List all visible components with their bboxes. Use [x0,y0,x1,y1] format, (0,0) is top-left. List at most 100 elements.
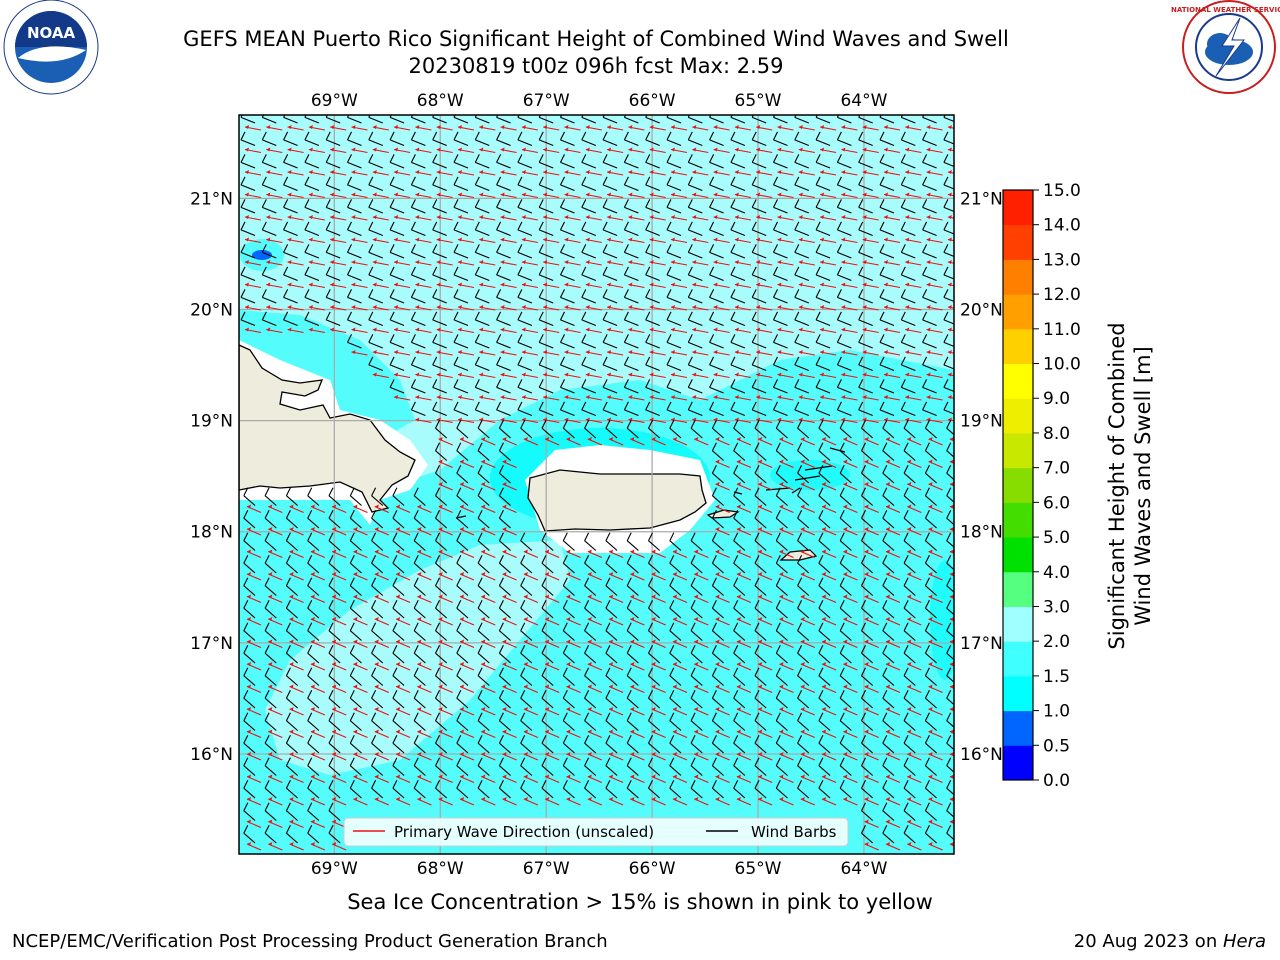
wind-barb-shaft [775,427,788,439]
wave-arrow-head [779,482,784,486]
wind-barb-shaft [797,607,810,619]
wind-barb-feather [730,244,736,253]
vector-pair [839,734,858,761]
vector-pair [839,644,858,671]
vector-pair [861,734,879,761]
wind-barb-feather [477,757,483,766]
wind-barb-shaft [262,139,277,147]
wind-barb-feather [349,779,355,789]
vector-pair [432,131,453,154]
vector-pair [605,599,624,626]
wind-barb-feather [389,199,395,208]
wind-barb-shaft [371,607,384,619]
wind-barb-feather [794,115,797,118]
wave-arrow-head [415,215,420,219]
wave-arrow-head [884,170,888,174]
wave-arrow-head [353,639,358,644]
wave-arrow-head [864,549,869,554]
wave-arrow-head [628,215,633,219]
wind-barb-shaft [648,697,661,709]
vector-pair [520,667,539,694]
vector-pair [307,644,326,671]
wind-barb-shaft [243,742,256,754]
wind-barb-shaft [371,787,384,799]
wind-barb-feather [240,199,246,208]
wind-barb-shaft [413,495,426,506]
wind-barb-shaft [922,206,937,214]
wind-barb-shaft [775,697,788,709]
wind-barb-feather [474,199,480,208]
vector-pair [754,644,773,671]
wave-arrow-head [649,327,654,332]
wind-barb-shaft [562,630,575,641]
vector-pair [435,757,453,784]
wind-barb-shaft [925,765,937,776]
wind-barb-feather [709,154,715,163]
wind-barb-shaft [858,161,873,169]
wind-barb-feather [839,689,845,699]
vector-pair [924,824,943,851]
vector-pair [839,464,858,491]
wind-barb-feather [498,757,504,766]
wind-barb-feather [645,266,651,276]
wave-arrow-head [245,237,249,242]
wind-barb-feather [815,131,821,141]
wind-barb-shaft [858,409,873,417]
wind-barb-feather [858,356,864,366]
wind-barb-shaft [901,409,916,417]
vector-pair [924,599,943,626]
wind-barb-feather [733,599,739,609]
wind-barb-shaft [411,341,426,349]
wind-barb-feather [815,244,821,253]
wave-arrow-head [310,572,315,576]
wind-barb-feather [733,622,739,631]
wind-barb-feather [435,554,440,564]
wind-barb-shaft [754,742,767,754]
wave-arrow-head [928,527,933,531]
wave-arrow-head [351,170,356,174]
vector-pair [733,577,752,604]
wave-arrow-head [777,350,782,354]
vector-pair [751,199,773,221]
wind-barb-shaft [581,319,597,327]
wind-barb-shaft [517,341,533,349]
vector-pair [498,419,517,446]
wave-arrow-head [649,305,654,309]
wind-barb-feather [538,289,544,298]
vector-pair [690,667,709,694]
wave-arrow-head [308,237,313,242]
wave-arrow-head [607,395,612,399]
wind-barb-shaft [347,341,362,349]
wave-arrow-head [585,372,590,377]
wind-barb-feather [581,334,587,343]
vector-pair [669,689,688,716]
wind-barb-feather [285,599,291,609]
wind-barb-shaft [794,364,810,372]
wind-barb-feather [626,554,632,564]
wave-arrow-head [308,305,313,309]
wave-arrow-head [694,594,699,599]
wind-barb-shaft [794,386,810,394]
vector-pair [903,779,922,806]
wind-barb-feather [496,356,502,366]
wave-arrow-head [907,482,912,486]
wind-barb-shaft [925,495,937,506]
wave-arrow-head [394,125,399,129]
vector-pair [285,734,304,761]
vector-pair [432,289,453,311]
wind-barb-shaft [499,450,511,461]
wind-barb-feather [498,509,504,519]
vector-pair [645,289,666,311]
wave-arrow-head [651,774,656,779]
wind-barb-feather [733,509,739,519]
wave-arrow-head [671,192,675,197]
wave-arrow-head [543,125,548,129]
wind-barb-shaft [562,607,575,619]
wave-arrow-head [310,549,315,554]
wave-arrow-head [649,192,654,197]
wind-barb-feather [347,154,352,163]
wind-barb-feather [666,244,672,253]
vector-pair [328,554,347,581]
wave-arrow-head [353,684,358,689]
wind-barb-feather [645,221,651,231]
